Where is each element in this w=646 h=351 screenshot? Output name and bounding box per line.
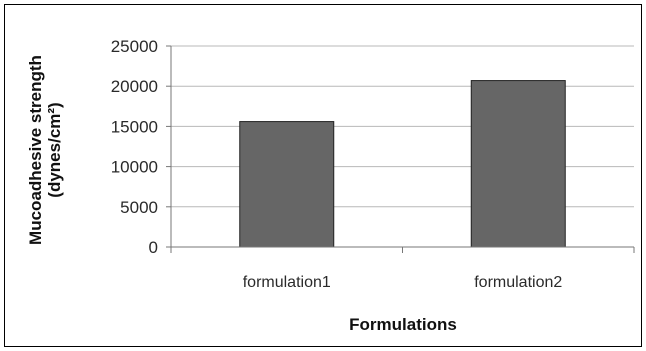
bars [239,80,566,248]
y-tick-label: 15000 [111,117,158,136]
y-tick-label: 10000 [111,158,158,177]
y-tick-label: 0 [149,238,158,257]
y-tick-label: 5000 [120,198,158,217]
y-axis-title-line1: Mucoadhesive strength [26,55,45,245]
chart-frame: 0 5000 10000 15000 20000 25000 formulation1 fo… [4,4,642,347]
y-tick-label: 20000 [111,77,158,96]
y-tick-labels: 0 5000 10000 15000 20000 25000 [111,37,171,257]
y-tick-label: 25000 [111,37,158,56]
x-tick-labels: formulation1 formulation2 [170,247,635,291]
y-axis-title-line2: (dynes/cm²) [45,102,64,197]
x-axis-title: Formulations [349,315,457,334]
x-tick-label: formulation2 [474,274,562,291]
bar-formulation1 [239,121,335,248]
x-tick-label: formulation1 [243,274,331,291]
bar-formulation2 [470,80,566,248]
